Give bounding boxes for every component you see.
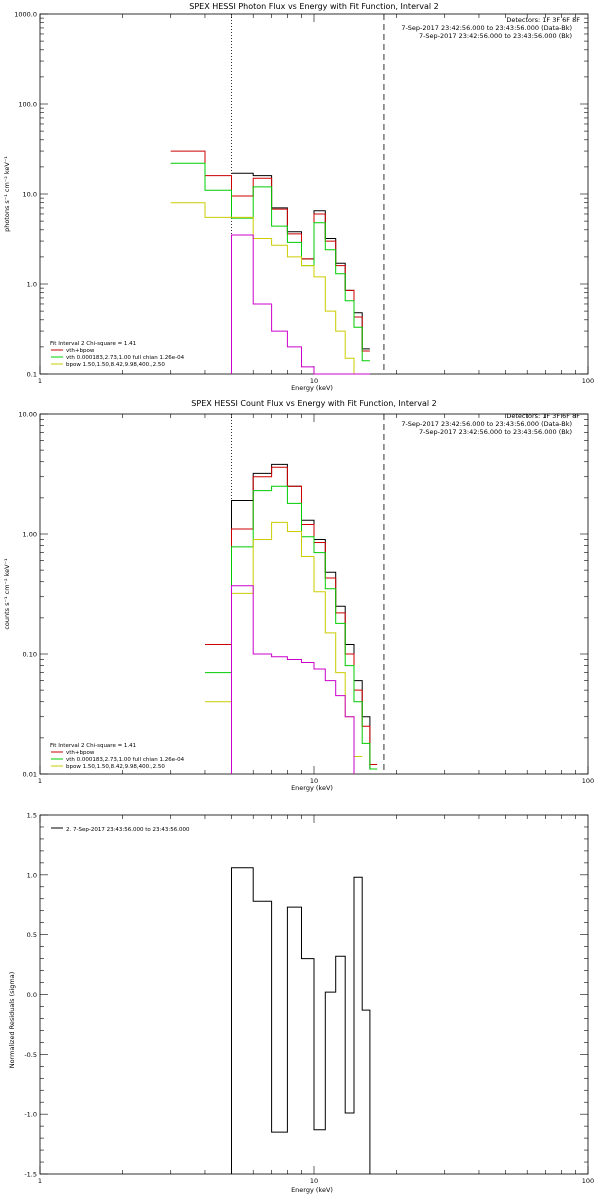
x-axis-label: Energy (keV) xyxy=(291,384,333,392)
photon-flux-chart: SPEX HESSI Photon Flux vs Energy with Fi… xyxy=(3,2,594,392)
x-axis-label: Energy (keV) xyxy=(291,1186,333,1194)
y-tick-label: -1.0 xyxy=(24,1111,37,1119)
header-line-2: 7-Sep-2017 23:42:56.000 to 23:43:56.000 … xyxy=(401,24,572,32)
count-flux-chart: SPEX HESSI Count Flux vs Energy with Fit… xyxy=(3,400,594,792)
x-tick-label: 100 xyxy=(582,377,594,385)
y-tick-label: 10.0 xyxy=(23,191,37,199)
series-data-bk xyxy=(205,463,378,770)
y-axis-label: counts s⁻¹ cm⁻² keV⁻¹ xyxy=(3,558,11,630)
series-bk xyxy=(231,585,355,774)
header-line-2: 7-Sep-2017 23:42:56.000 to 23:43:56.000 … xyxy=(401,420,572,428)
series-vth-bpow xyxy=(170,150,370,352)
x-tick-label: 10 xyxy=(310,777,318,785)
series-bpow xyxy=(170,202,363,375)
y-tick-label: 0.5 xyxy=(27,931,37,939)
chart-title: SPEX HESSI Photon Flux vs Energy with Fi… xyxy=(189,2,439,11)
header-line-3: 7-Sep-2017 23:42:56.000 to 23:43:56.000 … xyxy=(419,428,572,436)
y-axis-label: Normalized Residuals (sigma) xyxy=(8,972,16,1069)
header-line-3: 7-Sep-2017 23:42:56.000 to 23:43:56.000 … xyxy=(419,32,572,40)
y-tick-label: 0.10 xyxy=(23,651,37,659)
x-tick-label: 1 xyxy=(38,377,42,385)
series-bk xyxy=(231,234,370,375)
y-axis-label: photons s⁻¹ cm⁻² keV⁻¹ xyxy=(3,156,11,232)
y-tick-label: 1.00 xyxy=(23,531,37,539)
header-line-1: Detectors: 1F 3F 6F 8F xyxy=(506,412,580,420)
legend-entry-vth: vth 0.000183,2.73,1.00 full chian 1.26e-… xyxy=(66,757,185,763)
x-tick-label: 10 xyxy=(310,377,318,385)
y-tick-label: 100.0 xyxy=(18,101,37,109)
legend-entry-bpow: bpow 1.50,1.50,8.42,9.98,400.,2.50 xyxy=(66,362,165,368)
legend-entry-residuals: 2. 7-Sep-2017 23:43:56.000 to 23:43:56.0… xyxy=(66,827,190,833)
plot-frame xyxy=(39,13,589,375)
series-vth-bpow xyxy=(205,466,378,765)
fit-info: Fit Interval 2 Chi-square = 1.41 xyxy=(50,341,136,347)
fit-info: Fit Interval 2 Chi-square = 1.41 xyxy=(50,743,136,749)
y-tick-label: 0.1 xyxy=(27,371,37,379)
legend-entry-total: vth+bpow xyxy=(66,750,95,756)
series-data-bk xyxy=(231,172,370,350)
plot-frame xyxy=(39,413,589,775)
y-tick-label: 0.01 xyxy=(23,771,37,779)
x-tick-label: 10 xyxy=(310,1177,318,1185)
y-tick-label: 1.0 xyxy=(27,281,37,289)
plot-group xyxy=(51,14,385,375)
legend-entry-vth: vth 0.000183,2.73,1.00 full chian 1.26e-… xyxy=(66,355,185,361)
residuals-chart: 1 10 100 -1.5 -1.0 -0.5 0.0 0.5 1.0 1.5 2. 7-Sep-… xyxy=(8,812,594,1195)
plot-group xyxy=(51,827,371,1174)
series-bpow xyxy=(205,521,363,757)
x-tick-label: 100 xyxy=(582,777,594,785)
y-tick-label: 0.0 xyxy=(27,991,37,999)
axes-group: 1 10 100 -1.5 -1.0 -0.5 0.0 0.5 1.0 1.5 xyxy=(24,812,594,1186)
x-tick-label: 1 xyxy=(38,777,42,785)
axes-group: 1 10 100 0.1 1.0 10.0 100.0 1000.0 xyxy=(14,11,594,386)
axes-group: 1 10 100 0.01 0.10 1.00 10.00 xyxy=(18,411,594,786)
x-axis-label: Energy (keV) xyxy=(291,784,333,792)
series-residuals xyxy=(231,867,371,1174)
x-tick-label: 100 xyxy=(582,1177,594,1185)
series-vth xyxy=(205,485,378,770)
header-line-1: Detectors: 1F 3F 6F 8F xyxy=(506,16,580,24)
y-tick-label: 1.0 xyxy=(27,871,37,879)
x-tick-label: 1 xyxy=(38,1177,42,1185)
y-tick-label: -1.5 xyxy=(24,1171,37,1179)
chart-title: SPEX HESSI Count Flux vs Energy with Fit… xyxy=(191,400,436,408)
legend-entry-bpow: bpow 1.50,1.50,8.42,9.98,400.,2.50 xyxy=(66,764,165,770)
y-tick-label: 1000.0 xyxy=(14,11,37,19)
y-tick-label: 10.00 xyxy=(18,411,37,419)
legend-entry-total: vth+bpow xyxy=(66,348,95,354)
y-tick-label: -0.5 xyxy=(24,1051,37,1059)
plot-group xyxy=(51,414,385,774)
y-tick-label: 1.5 xyxy=(27,812,37,820)
